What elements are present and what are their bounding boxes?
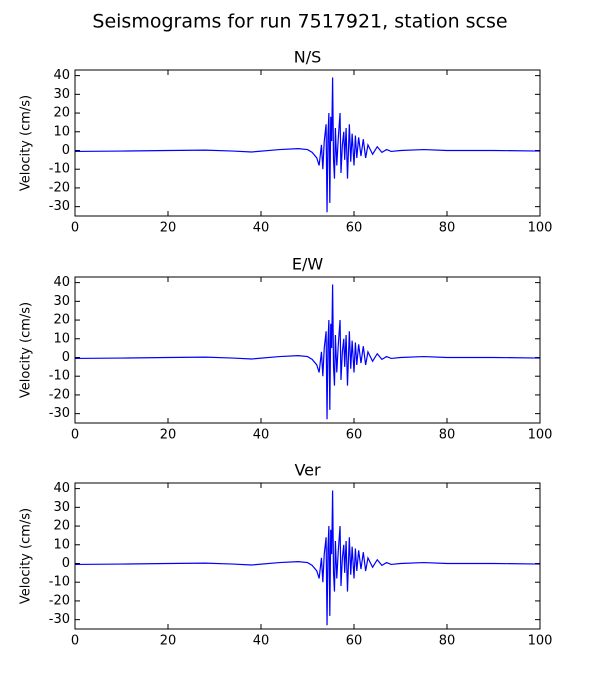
x-tick-label: 80 <box>439 634 456 649</box>
y-tick-label: 40 <box>53 275 70 290</box>
y-tick-label: 20 <box>53 106 70 121</box>
y-tick-label: -20 <box>49 180 70 195</box>
seismogram-line <box>74 490 541 626</box>
y-tick-label: 10 <box>53 331 70 346</box>
subplot-title: E/W <box>292 255 324 274</box>
y-tick-label: -30 <box>49 612 70 627</box>
y-tick-label: 40 <box>53 68 70 83</box>
y-tick-label: -10 <box>49 162 70 177</box>
y-tick-label: -30 <box>49 406 70 421</box>
x-tick-label: 40 <box>253 221 270 236</box>
y-tick-label: 30 <box>53 87 70 102</box>
x-tick-label: 80 <box>439 428 456 443</box>
y-axis-label: Velocity (cm/s) <box>19 302 34 398</box>
y-tick-label: 20 <box>53 313 70 328</box>
y-tick-label: 30 <box>53 294 70 309</box>
x-tick-label: 0 <box>71 634 79 649</box>
axes-frame <box>74 276 541 424</box>
x-tick-label: 0 <box>71 428 79 443</box>
y-tick-label: 0 <box>62 350 70 365</box>
x-tick-label: 0 <box>71 221 79 236</box>
y-axis-label: Velocity (cm/s) <box>19 508 34 604</box>
subplot-title: Ver <box>294 461 321 480</box>
axes-frame <box>74 482 541 630</box>
y-tick-label: 0 <box>62 143 70 158</box>
seismogram-line <box>74 284 541 420</box>
y-tick-label: 40 <box>53 481 70 496</box>
x-tick-label: 100 <box>528 634 553 649</box>
y-tick-label: -20 <box>49 593 70 608</box>
seismogram-line <box>74 77 541 213</box>
x-tick-label: 80 <box>439 221 456 236</box>
axes-frame <box>74 69 541 217</box>
y-tick-label: -10 <box>49 369 70 384</box>
y-tick-label: 30 <box>53 500 70 515</box>
x-tick-label: 60 <box>346 428 363 443</box>
x-tick-label: 100 <box>528 221 553 236</box>
y-tick-label: 10 <box>53 124 70 139</box>
x-tick-label: 40 <box>253 428 270 443</box>
y-tick-label: 0 <box>62 556 70 571</box>
x-tick-label: 60 <box>346 221 363 236</box>
figure-title: Seismograms for run 7517921, station scs… <box>92 11 507 33</box>
x-tick-label: 20 <box>160 221 177 236</box>
x-tick-label: 60 <box>346 634 363 649</box>
x-tick-label: 20 <box>160 428 177 443</box>
y-tick-label: -20 <box>49 387 70 402</box>
y-tick-label: -10 <box>49 575 70 590</box>
y-tick-label: 20 <box>53 519 70 534</box>
subplot-title: N/S <box>294 48 322 67</box>
x-tick-label: 100 <box>528 428 553 443</box>
x-tick-label: 40 <box>253 634 270 649</box>
y-tick-label: 10 <box>53 537 70 552</box>
y-axis-label: Velocity (cm/s) <box>19 95 34 191</box>
y-tick-label: -30 <box>49 199 70 214</box>
x-tick-label: 20 <box>160 634 177 649</box>
